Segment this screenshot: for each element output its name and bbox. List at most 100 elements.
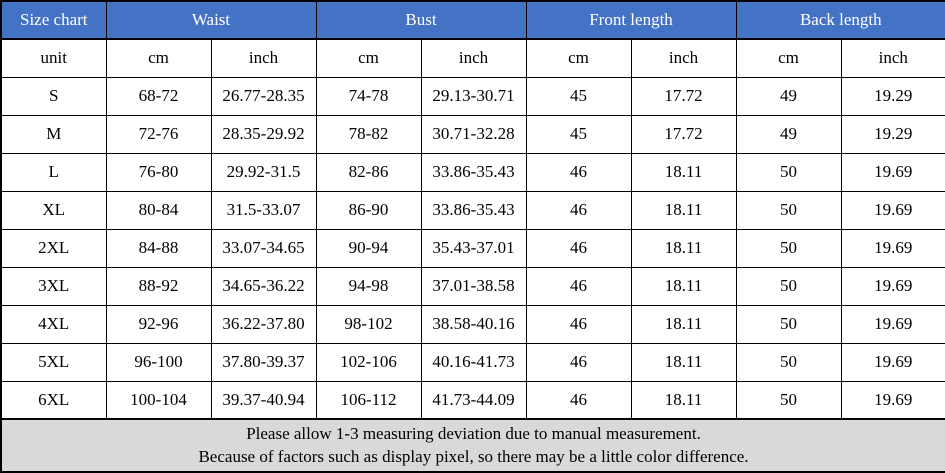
unit-cell-bust-cm: cm bbox=[315, 38, 422, 78]
back-inch-cell: 19.69 bbox=[840, 190, 945, 230]
note-line-2: Because of factors such as display pixel… bbox=[198, 447, 749, 466]
header-group-bust: Bust bbox=[315, 0, 527, 40]
bust-cm-cell: 90-94 bbox=[315, 228, 422, 268]
waist-inch-cell: 36.22-37.80 bbox=[210, 304, 317, 344]
waist-inch-cell: 37.80-39.37 bbox=[210, 342, 317, 382]
front-inch-cell: 17.72 bbox=[630, 76, 737, 116]
bust-cm-cell: 78-82 bbox=[315, 114, 422, 154]
back-inch-cell: 19.69 bbox=[840, 342, 945, 382]
back-cm-cell: 50 bbox=[735, 342, 842, 382]
bust-inch-cell: 41.73-44.09 bbox=[420, 380, 527, 420]
back-inch-cell: 19.69 bbox=[840, 304, 945, 344]
unit-cell-waist-cm: cm bbox=[105, 38, 212, 78]
front-cm-cell: 46 bbox=[525, 266, 632, 306]
size-label: 3XL bbox=[0, 266, 107, 306]
front-cm-cell: 46 bbox=[525, 228, 632, 268]
front-cm-cell: 46 bbox=[525, 380, 632, 420]
back-inch-cell: 19.69 bbox=[840, 228, 945, 268]
front-cm-cell: 46 bbox=[525, 342, 632, 382]
unit-row-label: unit bbox=[0, 38, 107, 78]
front-inch-cell: 18.11 bbox=[630, 228, 737, 268]
waist-cm-cell: 92-96 bbox=[105, 304, 212, 344]
waist-inch-cell: 28.35-29.92 bbox=[210, 114, 317, 154]
front-inch-cell: 17.72 bbox=[630, 114, 737, 154]
size-row-s: S 68-72 26.77-28.35 74-78 29.13-30.71 45… bbox=[0, 76, 945, 116]
back-cm-cell: 49 bbox=[735, 76, 842, 116]
front-inch-cell: 18.11 bbox=[630, 304, 737, 344]
size-row-3xl: 3XL 88-92 34.65-36.22 94-98 37.01-38.58 … bbox=[0, 266, 945, 306]
waist-cm-cell: 100-104 bbox=[105, 380, 212, 420]
header-group-back-length: Back length bbox=[735, 0, 945, 40]
waist-cm-cell: 96-100 bbox=[105, 342, 212, 382]
bust-cm-cell: 86-90 bbox=[315, 190, 422, 230]
bust-cm-cell: 102-106 bbox=[315, 342, 422, 382]
notes-row: Please allow 1-3 measuring deviation due… bbox=[0, 418, 945, 473]
front-cm-cell: 45 bbox=[525, 76, 632, 116]
size-row-6xl: 6XL 100-104 39.37-40.94 106-112 41.73-44… bbox=[0, 380, 945, 420]
unit-cell-bust-inch: inch bbox=[420, 38, 527, 78]
back-inch-cell: 19.69 bbox=[840, 266, 945, 306]
bust-inch-cell: 37.01-38.58 bbox=[420, 266, 527, 306]
size-row-m: M 72-76 28.35-29.92 78-82 30.71-32.28 45… bbox=[0, 114, 945, 154]
header-group-front-length: Front length bbox=[525, 0, 737, 40]
waist-cm-cell: 84-88 bbox=[105, 228, 212, 268]
header-size-chart: Size chart bbox=[0, 0, 107, 40]
size-label: 6XL bbox=[0, 380, 107, 420]
bust-inch-cell: 38.58-40.16 bbox=[420, 304, 527, 344]
waist-cm-cell: 80-84 bbox=[105, 190, 212, 230]
waist-cm-cell: 72-76 bbox=[105, 114, 212, 154]
size-label: S bbox=[0, 76, 107, 116]
back-cm-cell: 50 bbox=[735, 380, 842, 420]
bust-cm-cell: 74-78 bbox=[315, 76, 422, 116]
back-cm-cell: 49 bbox=[735, 114, 842, 154]
back-cm-cell: 50 bbox=[735, 304, 842, 344]
front-inch-cell: 18.11 bbox=[630, 380, 737, 420]
waist-cm-cell: 88-92 bbox=[105, 266, 212, 306]
unit-cell-back-cm: cm bbox=[735, 38, 842, 78]
bust-cm-cell: 106-112 bbox=[315, 380, 422, 420]
notes-cell: Please allow 1-3 measuring deviation due… bbox=[0, 418, 945, 473]
front-inch-cell: 18.11 bbox=[630, 190, 737, 230]
note-line-1: Please allow 1-3 measuring deviation due… bbox=[246, 424, 701, 443]
bust-cm-cell: 82-86 bbox=[315, 152, 422, 192]
waist-cm-cell: 68-72 bbox=[105, 76, 212, 116]
size-label: 2XL bbox=[0, 228, 107, 268]
back-cm-cell: 50 bbox=[735, 190, 842, 230]
waist-inch-cell: 31.5-33.07 bbox=[210, 190, 317, 230]
bust-inch-cell: 33.86-35.43 bbox=[420, 152, 527, 192]
unit-cell-waist-inch: inch bbox=[210, 38, 317, 78]
size-row-xl: XL 80-84 31.5-33.07 86-90 33.86-35.43 46… bbox=[0, 190, 945, 230]
size-label: 5XL bbox=[0, 342, 107, 382]
front-cm-cell: 46 bbox=[525, 190, 632, 230]
size-label: XL bbox=[0, 190, 107, 230]
waist-inch-cell: 26.77-28.35 bbox=[210, 76, 317, 116]
header-row: Size chart Waist Bust Front length Back … bbox=[0, 0, 945, 40]
bust-inch-cell: 30.71-32.28 bbox=[420, 114, 527, 154]
back-inch-cell: 19.29 bbox=[840, 114, 945, 154]
size-row-2xl: 2XL 84-88 33.07-34.65 90-94 35.43-37.01 … bbox=[0, 228, 945, 268]
back-cm-cell: 50 bbox=[735, 228, 842, 268]
unit-cell-back-inch: inch bbox=[840, 38, 945, 78]
waist-inch-cell: 33.07-34.65 bbox=[210, 228, 317, 268]
waist-cm-cell: 76-80 bbox=[105, 152, 212, 192]
size-row-5xl: 5XL 96-100 37.80-39.37 102-106 40.16-41.… bbox=[0, 342, 945, 382]
unit-cell-front-inch: inch bbox=[630, 38, 737, 78]
bust-inch-cell: 29.13-30.71 bbox=[420, 76, 527, 116]
unit-row: unit cm inch cm inch cm inch cm inch bbox=[0, 38, 945, 78]
bust-inch-cell: 40.16-41.73 bbox=[420, 342, 527, 382]
size-row-4xl: 4XL 92-96 36.22-37.80 98-102 38.58-40.16… bbox=[0, 304, 945, 344]
bust-cm-cell: 94-98 bbox=[315, 266, 422, 306]
front-cm-cell: 46 bbox=[525, 152, 632, 192]
waist-inch-cell: 39.37-40.94 bbox=[210, 380, 317, 420]
back-inch-cell: 19.69 bbox=[840, 152, 945, 192]
waist-inch-cell: 34.65-36.22 bbox=[210, 266, 317, 306]
size-row-l: L 76-80 29.92-31.5 82-86 33.86-35.43 46 … bbox=[0, 152, 945, 192]
bust-cm-cell: 98-102 bbox=[315, 304, 422, 344]
bust-inch-cell: 35.43-37.01 bbox=[420, 228, 527, 268]
front-cm-cell: 45 bbox=[525, 114, 632, 154]
back-cm-cell: 50 bbox=[735, 152, 842, 192]
size-label: 4XL bbox=[0, 304, 107, 344]
unit-cell-front-cm: cm bbox=[525, 38, 632, 78]
